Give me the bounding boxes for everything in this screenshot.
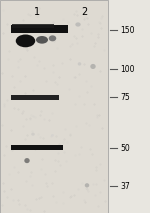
Ellipse shape	[36, 36, 48, 44]
Ellipse shape	[51, 134, 54, 137]
Text: 2: 2	[81, 7, 87, 17]
Ellipse shape	[16, 35, 35, 47]
Ellipse shape	[75, 22, 81, 27]
Text: 150: 150	[120, 26, 135, 35]
Ellipse shape	[49, 35, 56, 41]
Ellipse shape	[85, 183, 89, 187]
Text: 1: 1	[34, 7, 40, 17]
Bar	[11, 145, 63, 150]
Ellipse shape	[24, 158, 30, 163]
Text: 100: 100	[120, 65, 135, 73]
Bar	[11, 95, 58, 100]
Ellipse shape	[90, 64, 96, 69]
Text: 75: 75	[120, 93, 130, 102]
Ellipse shape	[31, 133, 35, 136]
Bar	[0, 0, 108, 213]
Text: 50: 50	[120, 144, 130, 153]
Bar	[11, 25, 68, 33]
Ellipse shape	[78, 62, 81, 66]
Text: 37: 37	[120, 182, 130, 191]
Bar	[12, 24, 54, 28]
